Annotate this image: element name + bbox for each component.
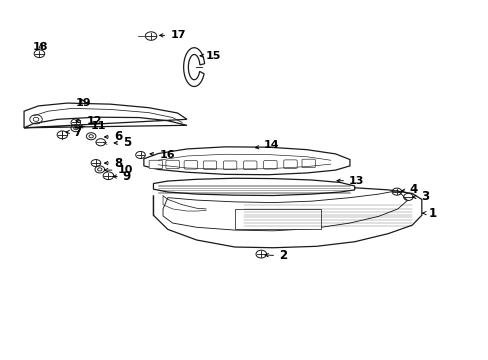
Text: 3: 3 <box>412 190 428 203</box>
FancyBboxPatch shape <box>165 160 179 169</box>
Text: 18: 18 <box>33 42 48 51</box>
Polygon shape <box>143 147 349 175</box>
Text: 19: 19 <box>76 98 92 108</box>
Text: 11: 11 <box>80 121 105 131</box>
Text: 10: 10 <box>104 165 133 175</box>
Text: 5: 5 <box>114 136 131 149</box>
FancyBboxPatch shape <box>283 160 297 168</box>
Text: 7: 7 <box>66 126 81 139</box>
Polygon shape <box>163 190 407 231</box>
FancyBboxPatch shape <box>223 161 236 170</box>
Polygon shape <box>153 178 354 195</box>
Text: 8: 8 <box>104 157 122 170</box>
Text: 6: 6 <box>104 130 122 143</box>
Text: 2: 2 <box>264 249 286 262</box>
Text: 16: 16 <box>150 150 175 160</box>
Text: 14: 14 <box>255 140 279 150</box>
FancyBboxPatch shape <box>302 159 315 168</box>
FancyBboxPatch shape <box>234 209 321 229</box>
Text: 1: 1 <box>422 207 436 220</box>
Text: 9: 9 <box>113 170 131 183</box>
Polygon shape <box>183 48 204 86</box>
Text: 4: 4 <box>401 183 417 196</box>
FancyBboxPatch shape <box>263 161 277 169</box>
Text: 13: 13 <box>336 176 364 186</box>
Text: 17: 17 <box>159 30 185 40</box>
Text: 15: 15 <box>200 51 221 61</box>
FancyBboxPatch shape <box>203 161 216 170</box>
FancyBboxPatch shape <box>243 161 256 170</box>
Text: 12: 12 <box>76 116 102 126</box>
FancyBboxPatch shape <box>149 160 162 169</box>
FancyBboxPatch shape <box>184 161 197 169</box>
Polygon shape <box>24 103 186 128</box>
